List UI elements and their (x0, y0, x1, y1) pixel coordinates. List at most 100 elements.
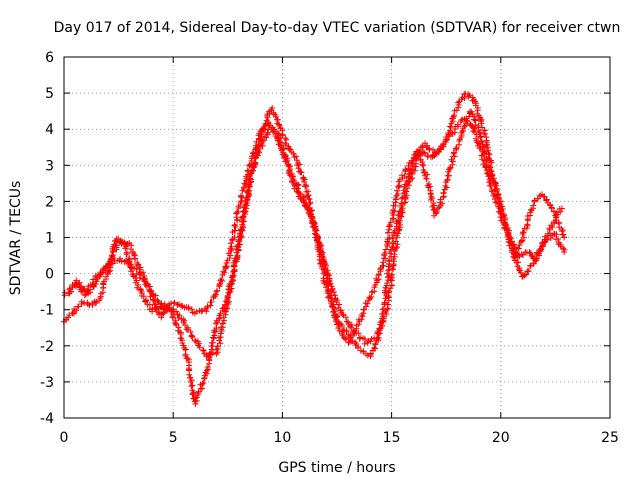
data-point (386, 257, 393, 264)
data-point (286, 146, 293, 152)
data-point (158, 300, 165, 307)
data-point (152, 305, 159, 311)
data-point (244, 196, 251, 203)
data-point (199, 381, 206, 387)
data-point (386, 234, 393, 241)
data-point (210, 350, 216, 356)
data-point (229, 272, 236, 279)
data-point (505, 233, 512, 240)
data-point (234, 242, 241, 249)
data-point (203, 367, 210, 374)
data-point (525, 267, 532, 274)
data-point (295, 189, 302, 196)
data-point (379, 318, 386, 325)
data-point (380, 259, 387, 266)
data-point (149, 291, 156, 297)
data-point (339, 322, 346, 329)
data-point (336, 327, 343, 334)
data-point (543, 196, 550, 203)
data-point (211, 332, 218, 339)
data-point (223, 259, 230, 266)
x-axis-label: GPS time / hours (278, 460, 395, 476)
data-point (208, 339, 215, 346)
data-point (381, 315, 387, 322)
data-point (234, 252, 241, 259)
data-point (74, 303, 81, 310)
data-point (447, 123, 453, 130)
data-point (483, 159, 490, 166)
data-point (134, 284, 141, 291)
data-point (188, 332, 195, 339)
data-point (484, 156, 491, 163)
data-point (314, 238, 321, 245)
data-point (440, 189, 447, 196)
data-point (382, 246, 389, 253)
data-point (237, 199, 244, 206)
data-point (405, 182, 412, 189)
series-2 (60, 116, 568, 347)
y-tick-label: 3 (45, 158, 54, 174)
data-point (512, 257, 518, 264)
y-tick-label: 2 (45, 194, 54, 210)
data-point (132, 256, 139, 262)
data-point (336, 321, 343, 328)
data-point (390, 232, 397, 238)
data-point (558, 205, 565, 212)
data-point (143, 298, 150, 304)
data-point (263, 134, 270, 141)
data-point (515, 245, 522, 252)
data-point (487, 164, 494, 171)
data-point (203, 353, 210, 360)
data-point (384, 280, 391, 287)
data-point (192, 401, 199, 407)
data-point (121, 258, 128, 265)
data-point (217, 340, 224, 347)
data-point (226, 282, 233, 289)
data-point (468, 108, 475, 115)
data-point (237, 203, 244, 209)
data-point (405, 162, 412, 169)
data-point (231, 221, 238, 228)
data-point (560, 245, 567, 252)
data-point (188, 306, 195, 313)
data-point (248, 176, 255, 183)
data-point (371, 344, 378, 351)
data-point (342, 335, 348, 342)
data-point (364, 352, 371, 359)
data-point (419, 161, 426, 168)
data-point (355, 316, 362, 323)
data-point (531, 197, 538, 204)
data-point (387, 219, 394, 226)
data-point (148, 287, 154, 294)
data-point (255, 148, 262, 155)
data-point (89, 302, 96, 308)
data-point (135, 281, 142, 288)
data-point (550, 230, 557, 237)
data-point (141, 298, 148, 305)
data-point (342, 314, 349, 321)
y-tick-label: 1 (45, 231, 54, 247)
data-point (526, 249, 533, 256)
data-point (173, 308, 180, 315)
data-point (230, 263, 237, 270)
data-point (459, 128, 466, 135)
data-point (228, 278, 235, 285)
data-point (388, 273, 395, 279)
data-point (216, 282, 223, 288)
data-point (491, 183, 498, 190)
data-point (204, 303, 211, 310)
data-point (328, 288, 334, 295)
data-point (279, 146, 286, 153)
data-point (411, 163, 418, 170)
data-point (219, 320, 226, 327)
data-point (243, 202, 250, 209)
data-point (131, 252, 138, 259)
data-point (494, 192, 501, 198)
data-point (320, 257, 327, 264)
data-point (294, 162, 300, 169)
data-point (421, 169, 428, 176)
data-point (555, 236, 561, 242)
data-point (322, 261, 329, 268)
data-point (481, 150, 488, 157)
